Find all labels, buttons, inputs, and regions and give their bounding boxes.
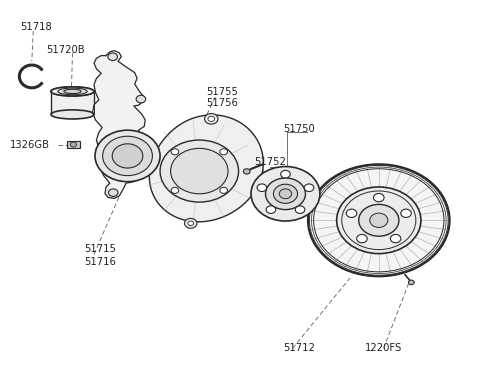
Circle shape (308, 164, 450, 276)
Circle shape (184, 218, 197, 228)
Ellipse shape (51, 87, 94, 96)
Circle shape (170, 148, 228, 194)
Circle shape (188, 221, 193, 226)
Circle shape (171, 149, 179, 155)
Ellipse shape (51, 87, 94, 96)
Circle shape (370, 213, 388, 228)
Ellipse shape (64, 89, 81, 93)
Ellipse shape (51, 110, 94, 119)
Circle shape (108, 189, 118, 196)
Circle shape (265, 178, 305, 210)
Circle shape (304, 184, 314, 192)
Circle shape (243, 169, 250, 174)
Circle shape (257, 184, 267, 192)
Polygon shape (67, 141, 80, 148)
Circle shape (95, 130, 160, 182)
Circle shape (160, 140, 239, 202)
Circle shape (220, 149, 228, 155)
Text: 51716: 51716 (84, 257, 116, 267)
Circle shape (208, 116, 215, 122)
Circle shape (336, 187, 421, 253)
Text: 51715: 51715 (84, 244, 116, 254)
Text: 1220FS: 1220FS (364, 343, 402, 353)
Ellipse shape (58, 88, 87, 95)
Polygon shape (149, 115, 264, 222)
Text: 51750: 51750 (283, 124, 315, 135)
Circle shape (71, 142, 76, 147)
Polygon shape (93, 51, 145, 198)
Circle shape (251, 166, 320, 221)
Circle shape (390, 234, 401, 243)
Text: 51712: 51712 (283, 343, 315, 353)
Circle shape (357, 234, 367, 243)
Text: 1326GB: 1326GB (10, 139, 50, 150)
Circle shape (136, 95, 146, 103)
Circle shape (112, 144, 143, 168)
Circle shape (204, 114, 218, 124)
Text: 51756: 51756 (206, 98, 239, 108)
Circle shape (295, 206, 305, 214)
Polygon shape (51, 92, 94, 114)
Circle shape (281, 170, 290, 178)
Circle shape (266, 206, 276, 214)
Circle shape (401, 209, 411, 217)
Text: 51720B: 51720B (46, 45, 85, 55)
Circle shape (103, 136, 153, 176)
Circle shape (373, 193, 384, 202)
Text: 51755: 51755 (206, 87, 239, 97)
Circle shape (346, 209, 357, 217)
Circle shape (274, 184, 298, 203)
Circle shape (171, 187, 179, 193)
Circle shape (359, 204, 399, 236)
Circle shape (279, 189, 292, 199)
Text: 51752: 51752 (254, 157, 286, 166)
Circle shape (220, 187, 228, 193)
Text: 51718: 51718 (20, 22, 51, 32)
Circle shape (108, 53, 118, 60)
Circle shape (408, 280, 414, 285)
